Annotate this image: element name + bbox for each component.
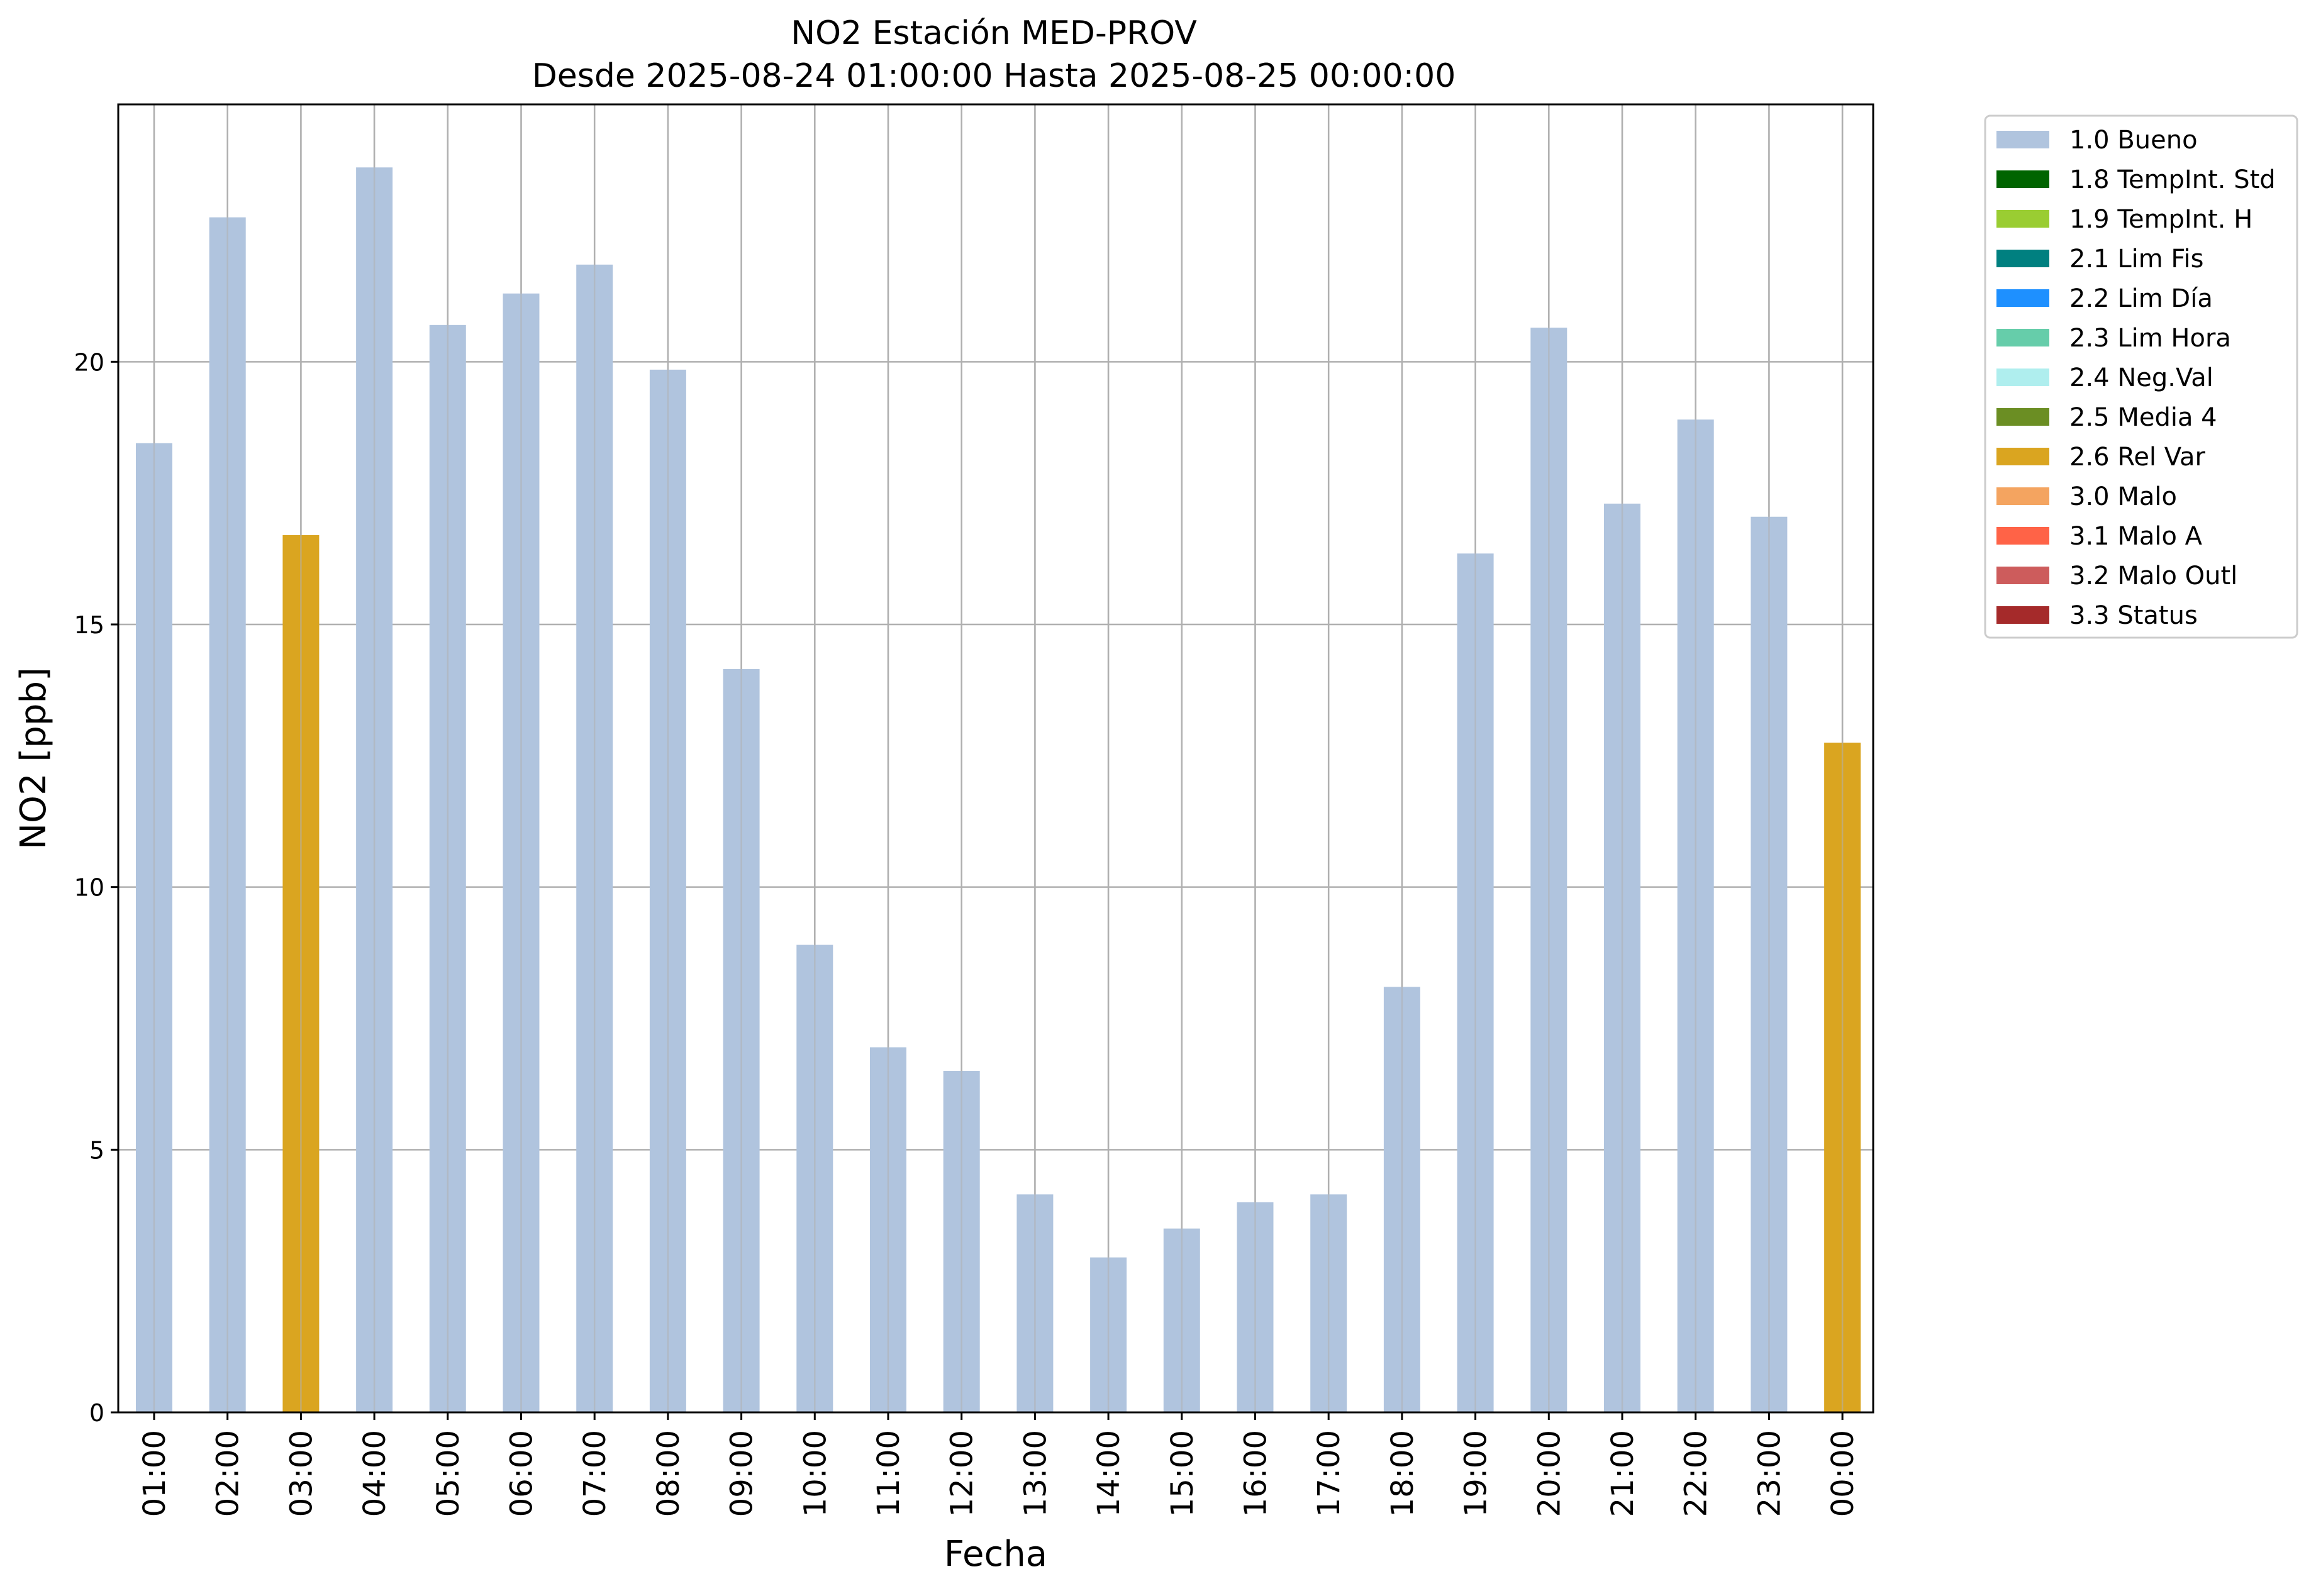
legend-label: 2.6 Rel Var bbox=[2069, 443, 2206, 472]
x-tick-label: 19:00 bbox=[1459, 1430, 1494, 1517]
x-tick-label: 18:00 bbox=[1385, 1430, 1420, 1517]
legend-swatch bbox=[1996, 606, 2049, 624]
legend-label: 1.9 TempInt. H bbox=[2069, 205, 2252, 234]
x-tick-label: 22:00 bbox=[1679, 1430, 1714, 1517]
legend-label: 3.2 Malo Outl bbox=[2069, 562, 2237, 590]
legend: 1.0 Bueno 1.8 TempInt. Std 1.9 TempInt. H 2… bbox=[1984, 114, 2298, 639]
chart-title: NO2 Estación MED-PROV bbox=[791, 14, 1197, 52]
legend-swatch bbox=[1996, 448, 2049, 465]
x-tick-label: 06:00 bbox=[504, 1430, 540, 1517]
legend-label: 3.1 Malo A bbox=[2069, 522, 2203, 551]
y-tick-label: 10 bbox=[74, 874, 104, 902]
legend-swatch bbox=[1996, 527, 2049, 545]
x-axis: 01:00 02:00 03:00 04:00 05:00 06:00 07:00 08:00… bbox=[137, 1412, 1861, 1517]
x-tick-label: 15:00 bbox=[1165, 1430, 1200, 1517]
x-tick-label: 16:00 bbox=[1239, 1430, 1274, 1517]
legend-swatch bbox=[1996, 369, 2049, 386]
x-tick-label: 23:00 bbox=[1752, 1430, 1787, 1517]
x-tick-label: 14:00 bbox=[1091, 1430, 1127, 1517]
x-axis-label: Fecha bbox=[944, 1534, 1047, 1575]
legend-label: 2.2 Lim Día bbox=[2069, 284, 2213, 313]
y-tick-label: 20 bbox=[74, 348, 104, 376]
chart-subtitle: Desde 2025-08-24 01:00:00 Hasta 2025-08-… bbox=[532, 57, 1456, 95]
legend-swatch bbox=[1996, 567, 2049, 584]
legend-swatch bbox=[1996, 210, 2049, 228]
x-tick-label: 01:00 bbox=[137, 1430, 172, 1517]
y-tick-label: 0 bbox=[89, 1399, 104, 1427]
legend-swatch bbox=[1996, 170, 2049, 188]
x-tick-label: 09:00 bbox=[725, 1430, 760, 1517]
legend-label: 2.1 Lim Fis bbox=[2069, 245, 2203, 274]
x-tick-label: 17:00 bbox=[1311, 1430, 1347, 1517]
x-tick-label: 12:00 bbox=[945, 1430, 980, 1517]
legend-label: 2.5 Media 4 bbox=[2069, 403, 2217, 432]
legend-label: 2.3 Lim Hora bbox=[2069, 324, 2231, 353]
bar-layer bbox=[136, 104, 1861, 1413]
y-tick-label: 15 bbox=[74, 611, 104, 639]
x-tick-label: 07:00 bbox=[577, 1430, 613, 1517]
legend-label: 2.4 Neg.Val bbox=[2069, 363, 2213, 392]
legend-swatch bbox=[1996, 408, 2049, 426]
legend-swatch bbox=[1996, 329, 2049, 346]
x-tick-label: 03:00 bbox=[284, 1430, 319, 1517]
x-tick-label: 21:00 bbox=[1605, 1430, 1640, 1517]
legend-swatch bbox=[1996, 250, 2049, 267]
legend-box bbox=[1984, 114, 2298, 639]
legend-label: 1.8 TempInt. Std bbox=[2069, 165, 2276, 194]
x-tick-label: 20:00 bbox=[1532, 1430, 1567, 1517]
x-tick-label: 13:00 bbox=[1018, 1430, 1053, 1517]
y-axis-label: NO2 [ppb] bbox=[13, 667, 54, 850]
x-tick-label: 08:00 bbox=[651, 1430, 686, 1517]
legend-swatch bbox=[1996, 487, 2049, 505]
x-tick-label: 11:00 bbox=[871, 1430, 906, 1517]
x-tick-label: 00:00 bbox=[1825, 1430, 1861, 1517]
y-axis: 0 5 10 15 20 bbox=[74, 348, 118, 1427]
x-tick-label: 05:00 bbox=[431, 1430, 466, 1517]
y-tick-label: 5 bbox=[89, 1136, 104, 1164]
x-tick-label: 04:00 bbox=[357, 1430, 392, 1517]
legend-swatch bbox=[1996, 131, 2049, 148]
plot-frame bbox=[117, 103, 1874, 1414]
legend-label: 3.3 Status bbox=[2069, 601, 2198, 630]
x-tick-label: 10:00 bbox=[798, 1430, 833, 1517]
x-tick-label: 02:00 bbox=[211, 1430, 246, 1517]
legend-swatch bbox=[1996, 289, 2049, 307]
legend-label: 3.0 Malo bbox=[2069, 482, 2177, 511]
legend-label: 1.0 Bueno bbox=[2069, 126, 2198, 155]
